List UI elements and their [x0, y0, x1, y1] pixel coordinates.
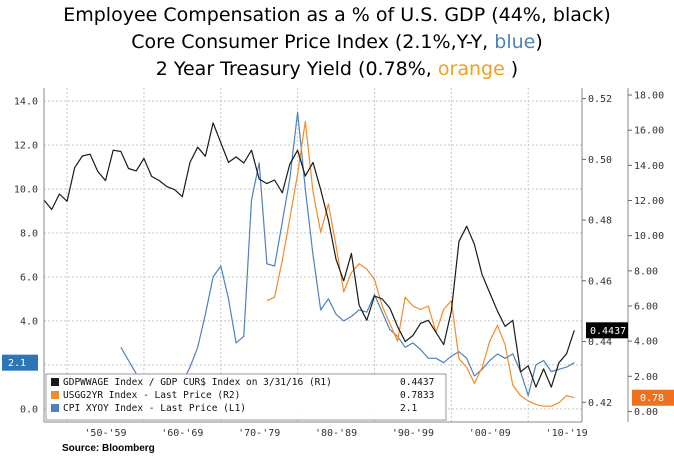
right-axis-tick-label: 16.00 [634, 126, 664, 137]
middle-axis-tick-label: 0.46 [588, 276, 612, 287]
legend-entry-value: 2.1 [400, 403, 417, 414]
title-blue-word: blue [494, 31, 536, 53]
legend: GDPWWAGE Index / GDP CUR$ Index on 3/31/… [45, 373, 447, 421]
bloomberg-line-chart: 0.02.04.06.08.010.012.014.0'50-'59'60-'6… [2, 88, 674, 439]
left-axis-tick-label: 4.0 [20, 316, 38, 327]
series-line-cpi [120, 111, 575, 397]
right-axis-tick-label: 12.00 [634, 196, 664, 207]
title-line-3-close: ) [504, 58, 519, 80]
left-axis-tick-label: 14.0 [14, 97, 38, 108]
legend-swatch [51, 378, 59, 386]
series-lines [43, 111, 575, 407]
right-axis-tick-label: 0.00 [634, 407, 658, 418]
right-axis-tick-label: 18.00 [634, 91, 664, 102]
legend-entry-name: USGG2YR Index - Last Price (R2) [63, 390, 240, 401]
compensation-last-value-text: 0.4437 [590, 326, 626, 337]
left-axis-tick-label: 10.0 [14, 185, 38, 196]
x-axis-tick-label: '80-'89 [315, 428, 357, 439]
middle-axis-tick-label: 0.44 [588, 337, 612, 348]
x-axis-tick-label: '90-'99 [392, 428, 434, 439]
left-axis-tick-label: 0.0 [20, 404, 38, 415]
series-line-treasury [266, 120, 575, 407]
last-value-tags: 2.1 0.4437 0.78 [2, 322, 674, 406]
middle-axis-tick-label: 0.50 [588, 155, 612, 166]
chart-title-line-2: Core Consumer Price Index (2.1%,Y-Y, blu… [0, 30, 674, 54]
legend-swatch [51, 404, 59, 412]
left-axis-tick-label: 12.0 [14, 141, 38, 152]
middle-axis-tick-label: 0.48 [588, 216, 612, 227]
title-line-2-text: Core Consumer Price Index (2.1%,Y-Y, [131, 31, 495, 53]
middle-axis-tick-label: 0.52 [588, 94, 612, 105]
x-axis-tick-label: '60-'69 [161, 428, 203, 439]
axes: 0.02.04.06.08.010.012.014.0'50-'59'60-'6… [14, 88, 664, 439]
left-axis-tick-label: 8.0 [20, 229, 38, 240]
source-note: Source: Bloomberg [62, 443, 155, 454]
title-orange-word: orange [437, 58, 505, 80]
x-axis-tick-label: '00-'09 [469, 428, 511, 439]
right-axis-tick-label: 8.00 [634, 266, 658, 277]
x-axis-tick-label: '50-'59 [84, 428, 126, 439]
x-axis-tick-label: '10-'19 [546, 428, 588, 439]
title-line-3-text: 2 Year Treasury Yield (0.78%, [155, 58, 438, 80]
right-axis-tick-label: 10.00 [634, 231, 664, 242]
right-axis-tick-label: 4.00 [634, 337, 658, 348]
legend-entry-value: 0.4437 [400, 377, 434, 388]
left-axis-tick-label: 6.0 [20, 272, 38, 283]
compensation-last-value-tag [586, 322, 628, 339]
cpi-last-value-text: 2.1 [8, 358, 26, 369]
x-axis-tick-label: '70-'79 [238, 428, 280, 439]
chart-title-line-1: Employee Compensation as a % of U.S. GDP… [63, 4, 611, 26]
legend-entry-name: GDPWWAGE Index / GDP CUR$ Index on 3/31/… [63, 377, 332, 388]
legend-box [45, 373, 447, 421]
legend-entry-value: 0.7833 [400, 390, 434, 401]
right-axis-tick-label: 14.00 [634, 161, 664, 172]
chart-title-line-3: 2 Year Treasury Yield (0.78%, orange ) [0, 57, 674, 81]
middle-axis-tick-label: 0.42 [588, 398, 612, 409]
title-line-2-close: ) [535, 31, 543, 53]
legend-entry-name: CPI XYOY Index - Last Price (L1) [63, 403, 246, 414]
right-axis-tick-label: 6.00 [634, 301, 658, 312]
cpi-last-value-tag [2, 354, 38, 371]
series-line-compensation [43, 122, 575, 388]
treasury-last-value-text: 0.78 [640, 393, 664, 404]
right-axis-tick-label: 2.00 [634, 372, 658, 383]
legend-swatch [51, 391, 59, 399]
treasury-last-value-tag [632, 389, 674, 406]
